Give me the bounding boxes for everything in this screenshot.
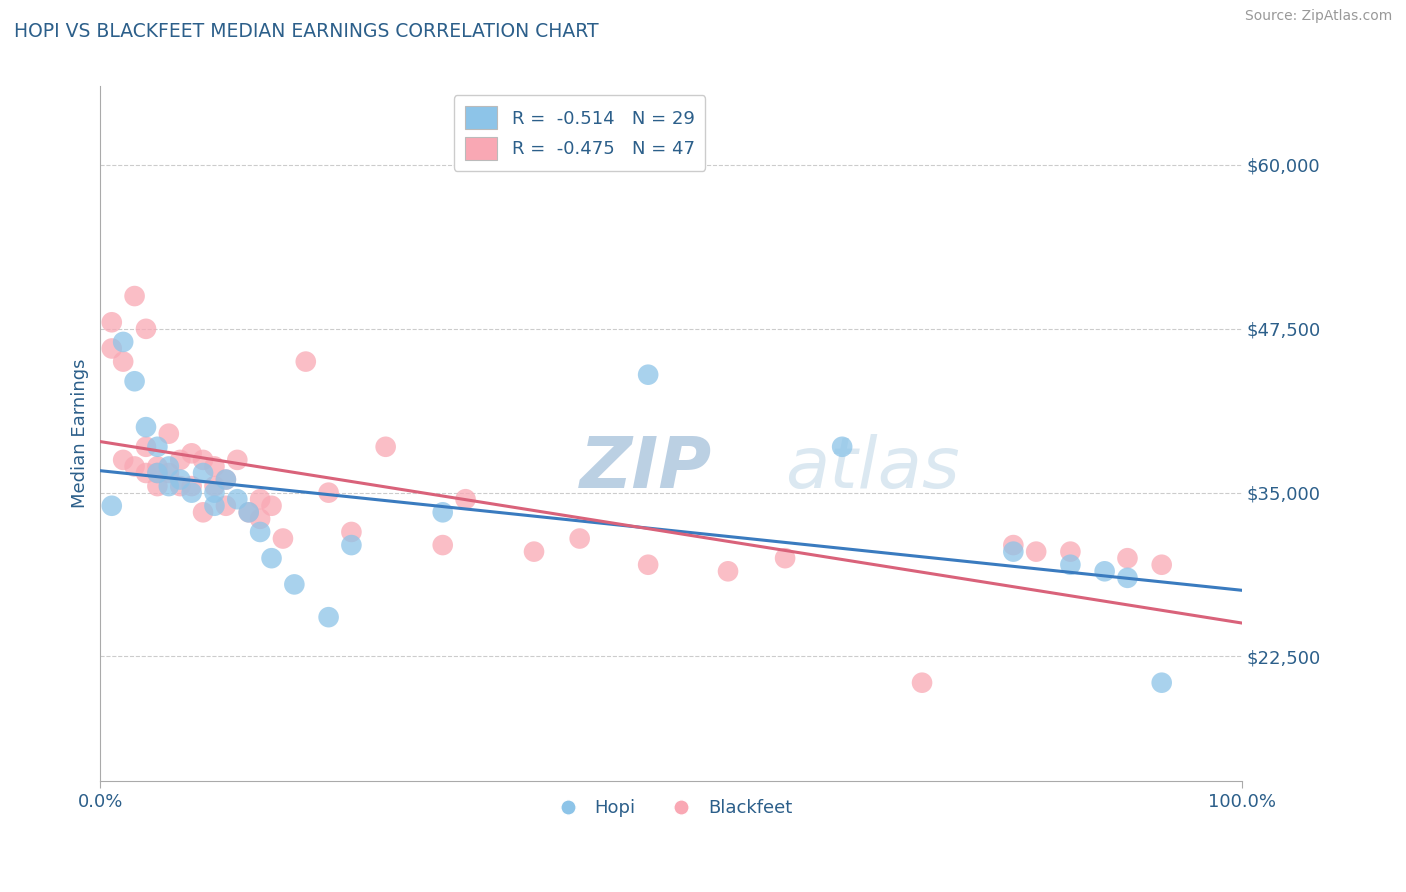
Point: [340, 524, 363, 539]
Point: [191, 466, 214, 480]
Point: [226, 453, 249, 467]
Point: [180, 479, 202, 493]
Point: [294, 354, 316, 368]
Point: [146, 440, 169, 454]
Point: [1002, 544, 1025, 558]
Point: [260, 551, 283, 566]
Point: [215, 473, 238, 487]
Point: [204, 479, 226, 493]
Point: [146, 459, 169, 474]
Point: [1094, 564, 1116, 578]
Point: [146, 466, 169, 480]
Y-axis label: Median Earnings: Median Earnings: [72, 359, 89, 508]
Point: [1150, 675, 1173, 690]
Point: [283, 577, 305, 591]
Point: [911, 675, 934, 690]
Point: [112, 453, 135, 467]
Point: [1002, 538, 1025, 552]
Point: [374, 440, 396, 454]
Point: [169, 453, 191, 467]
Point: [112, 334, 135, 349]
Point: [180, 446, 202, 460]
Point: [112, 354, 135, 368]
Point: [180, 485, 202, 500]
Point: [271, 532, 294, 546]
Point: [1059, 544, 1081, 558]
Point: [238, 505, 260, 519]
Point: [204, 485, 226, 500]
Point: [260, 499, 283, 513]
Point: [238, 505, 260, 519]
Point: [135, 322, 157, 336]
Point: [191, 453, 214, 467]
Point: [318, 485, 340, 500]
Point: [157, 426, 180, 441]
Point: [1116, 571, 1139, 585]
Point: [135, 420, 157, 434]
Point: [773, 551, 796, 566]
Point: [454, 492, 477, 507]
Point: [124, 289, 146, 303]
Point: [215, 499, 238, 513]
Text: ZIP: ZIP: [579, 434, 711, 503]
Point: [1025, 544, 1047, 558]
Point: [717, 564, 740, 578]
Point: [146, 466, 169, 480]
Point: [568, 532, 591, 546]
Point: [340, 538, 363, 552]
Point: [249, 524, 271, 539]
Point: [157, 466, 180, 480]
Point: [100, 499, 122, 513]
Point: [1059, 558, 1081, 572]
Text: atlas: atlas: [785, 434, 960, 503]
Point: [135, 440, 157, 454]
Point: [169, 479, 191, 493]
Point: [637, 558, 659, 572]
Point: [432, 505, 454, 519]
Text: HOPI VS BLACKFEET MEDIAN EARNINGS CORRELATION CHART: HOPI VS BLACKFEET MEDIAN EARNINGS CORREL…: [14, 22, 599, 41]
Point: [204, 499, 226, 513]
Point: [157, 459, 180, 474]
Point: [432, 538, 454, 552]
Text: Source: ZipAtlas.com: Source: ZipAtlas.com: [1244, 9, 1392, 23]
Point: [215, 473, 238, 487]
Point: [124, 374, 146, 388]
Point: [249, 492, 271, 507]
Point: [169, 473, 191, 487]
Point: [146, 479, 169, 493]
Point: [100, 342, 122, 356]
Legend: Hopi, Blackfeet: Hopi, Blackfeet: [543, 791, 800, 824]
Point: [124, 459, 146, 474]
Point: [204, 459, 226, 474]
Point: [249, 512, 271, 526]
Point: [1150, 558, 1173, 572]
Point: [523, 544, 546, 558]
Point: [135, 466, 157, 480]
Point: [831, 440, 853, 454]
Point: [191, 505, 214, 519]
Point: [226, 492, 249, 507]
Point: [637, 368, 659, 382]
Point: [318, 610, 340, 624]
Point: [1116, 551, 1139, 566]
Point: [100, 315, 122, 329]
Point: [157, 479, 180, 493]
